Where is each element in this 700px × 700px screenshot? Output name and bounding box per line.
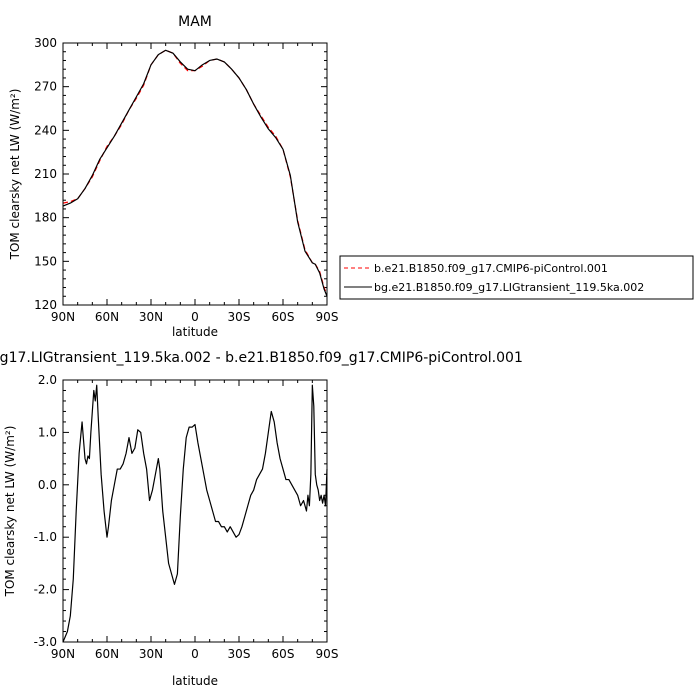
top-x-tick-label: 30N — [139, 310, 163, 324]
top-x-tick-label: 90N — [51, 310, 75, 324]
top-y-tick-label: 180 — [34, 211, 57, 225]
bottom-y-tick-label: -2.0 — [34, 583, 57, 597]
bottom-plot-title: bg.e21.B1850.f09_g17.LIGtransient_119.5k… — [0, 350, 523, 366]
top-y-tick-label: 240 — [34, 123, 57, 137]
bottom-axes: 90N 60N 30N 0 30S 60S 90S -3.0 -2.0 -1.0 0.0 1.0 2.0 — [34, 373, 339, 661]
legend: b.e21.B1850.f09_g17.CMIP6-piControl.001 … — [339, 255, 694, 300]
bottom-series-group — [62, 384, 328, 643]
bottom-y-tick-label: -1.0 — [34, 530, 57, 544]
bottom-y-tick-label: -3.0 — [34, 635, 57, 649]
bottom-series-line-0 — [62, 384, 328, 643]
bottom-plot-frame — [62, 379, 328, 643]
bottom-x-axis-label: latitude — [172, 674, 218, 688]
top-axes: 90N 60N 30N 0 30S 60S 90S 120 150 180 210 240 270 300 — [34, 36, 338, 324]
top-plot-title: MAM — [178, 14, 212, 30]
bottom-y-tick-label: 2.0 — [38, 373, 57, 387]
top-y-tick-label: 120 — [34, 298, 57, 312]
top-series-group — [62, 49, 328, 297]
top-plot-frame — [62, 42, 328, 306]
legend-entry-0: b.e21.B1850.f09_g17.CMIP6-piControl.001 — [374, 262, 608, 275]
panel-top: MAM 90N 60N 30N 0 30S 60S 90S 120 150 180 210 240 27… — [8, 14, 338, 339]
top-x-tick-label: 60N — [95, 310, 119, 324]
bottom-x-tick-label: 60S — [272, 647, 295, 661]
bottom-x-tick-label: 30S — [228, 647, 251, 661]
legend-box — [339, 255, 694, 300]
top-x-tick-label: 30S — [228, 310, 251, 324]
top-y-tick-label: 210 — [34, 167, 57, 181]
bottom-x-tick-label: 90S — [316, 647, 339, 661]
bottom-y-axis-label: TOM clearsky net LW (W/m²) — [3, 426, 17, 598]
bottom-x-tick-label: 90N — [51, 647, 75, 661]
top-series-line-1 — [62, 49, 328, 297]
bottom-x-tick-label: 30N — [139, 647, 163, 661]
bottom-x-tick-label: 60N — [95, 647, 119, 661]
bottom-y-tick-label: 0.0 — [38, 478, 57, 492]
top-y-tick-label: 150 — [34, 254, 57, 268]
panel-bottom: bg.e21.B1850.f09_g17.LIGtransient_119.5k… — [0, 350, 523, 688]
bottom-x-tick-label: 0 — [191, 647, 199, 661]
bottom-y-tick-label: 1.0 — [38, 425, 57, 439]
top-y-tick-label: 300 — [34, 36, 57, 50]
top-series-line-0 — [62, 49, 328, 296]
top-y-tick-label: 270 — [34, 80, 57, 94]
top-y-axis-label: TOM clearsky net LW (W/m²) — [8, 89, 22, 261]
top-x-axis-label: latitude — [172, 325, 218, 339]
top-x-tick-label: 90S — [316, 310, 339, 324]
top-x-tick-label: 60S — [272, 310, 295, 324]
legend-entry-1: bg.e21.B1850.f09_g17.LIGtransient_119.5k… — [374, 281, 644, 294]
top-x-tick-label: 0 — [191, 310, 199, 324]
